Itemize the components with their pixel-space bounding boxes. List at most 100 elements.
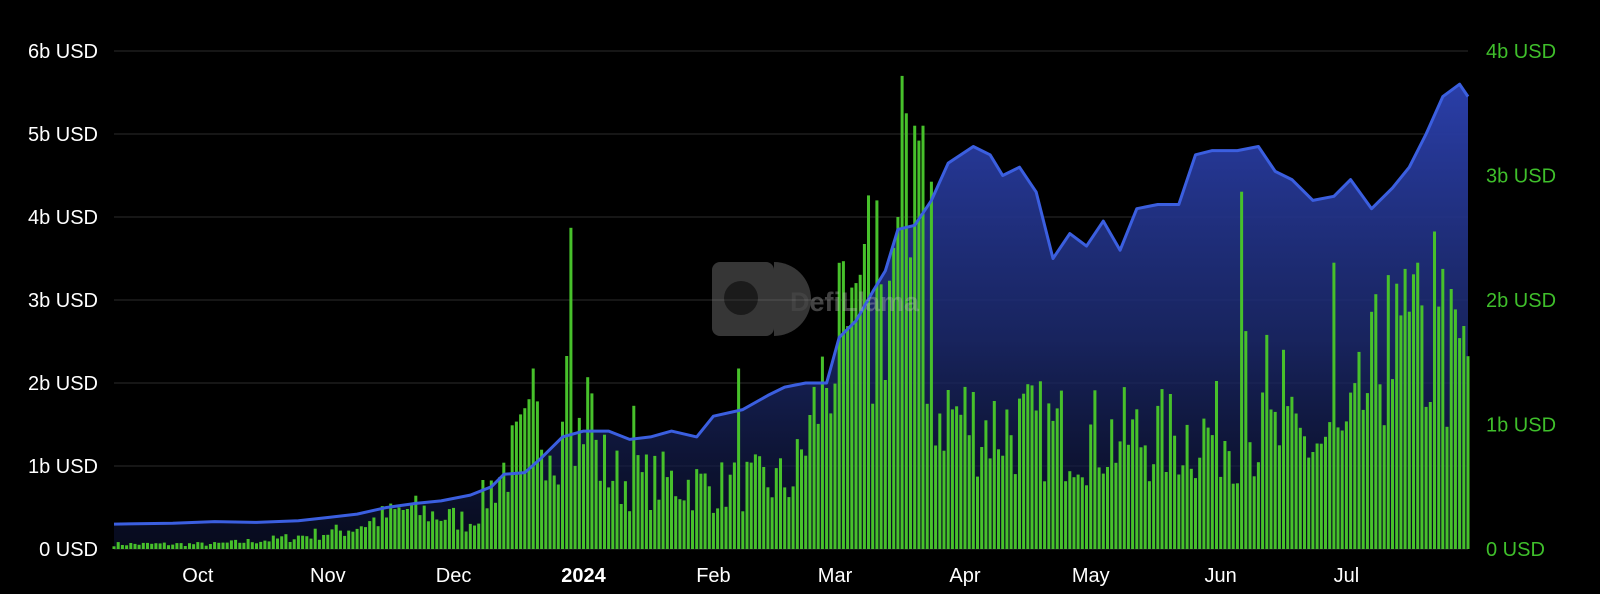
volume-bar [628,511,632,549]
volume-bar [1202,418,1206,549]
volume-bar [665,477,669,549]
volume-bar [385,517,389,549]
volume-bar [141,542,145,549]
volume-bar [1022,393,1026,549]
volume-bar [1215,381,1219,549]
axes: 0 USD 1b USD 2b USD 3b USD 4b USD 5b USD 6b US… [28,41,1556,587]
volume-bar [561,421,565,549]
volume-bar [1407,311,1411,549]
volume-bar [1005,409,1009,549]
volume-bar [1093,390,1097,549]
volume-bar [1462,326,1466,549]
volume-bar [732,462,736,549]
left-axis-tick-label: 1b USD [28,456,98,478]
volume-bar [410,503,414,549]
volume-bar [598,480,602,549]
volume-bar [569,227,573,550]
volume-bar [741,511,745,549]
volume-bar [674,496,678,549]
volume-bar [938,413,942,549]
volume-bar [1420,305,1424,549]
volume-bar [1256,462,1260,549]
volume-bar [1189,468,1193,549]
volume-bar [535,401,539,549]
volume-bar [1386,275,1390,549]
x-axis-tick-label: Nov [310,565,346,587]
volume-bar [519,414,523,549]
volume-bar [556,484,560,549]
volume-bar [1013,474,1017,549]
volume-bar [393,509,397,549]
volume-bar [1265,334,1269,549]
volume-bar [1173,435,1177,549]
volume-bar [494,502,498,549]
volume-bar [657,499,661,549]
volume-bar [167,545,171,549]
volume-bar [112,546,116,549]
volume-bar [913,125,917,549]
volume-bar [812,386,816,549]
volume-bar [443,519,447,549]
volume-bar [1152,464,1156,549]
volume-bar [1106,467,1110,549]
tvl-area [114,84,1468,549]
volume-bar [510,425,514,549]
volume-bar [720,462,724,549]
volume-bar [1064,481,1068,549]
volume-bar [296,535,300,549]
volume-bar [401,510,405,549]
volume-bar [1336,427,1340,549]
volume-bar [330,529,334,549]
volume-bar [1126,444,1130,549]
volume-bar [146,542,150,549]
volume-bar [615,450,619,549]
volume-bar [250,542,254,549]
volume-bar [380,506,384,549]
volume-bar [703,473,707,549]
volume-bar [1303,436,1307,549]
volume-bar [405,509,409,549]
volume-bar [1001,455,1005,549]
volume-bar [1030,385,1034,549]
volume-bar [1349,392,1353,549]
volume-bar [116,542,120,549]
volume-bar [238,542,242,549]
volume-bar [1416,262,1420,549]
volume-bar [523,408,527,549]
right-axis-tick-label: 4b USD [1486,41,1556,63]
volume-bar [1206,427,1210,549]
x-axis-tick-label: Jun [1205,565,1237,587]
right-axis-tick-label: 3b USD [1486,166,1556,188]
x-axis-tick-label: Dec [436,565,472,587]
volume-bar [301,535,305,549]
volume-bar [1344,421,1348,549]
volume-bar [686,479,690,549]
volume-bar [707,486,711,549]
volume-bar [313,528,317,549]
volume-bar [829,413,833,549]
volume-bar [959,414,963,549]
volume-bar [326,534,330,549]
volume-bar [649,510,653,549]
volume-bar [464,531,468,549]
x-axis-tick-label: May [1072,565,1110,587]
volume-bar [653,455,657,549]
volume-bar [267,541,271,549]
volume-bar [418,515,422,549]
volume-bar [1353,383,1357,549]
volume-bar [192,544,196,549]
volume-bar [1294,413,1298,549]
volume-bar [1009,435,1013,549]
volume-bar [1038,381,1042,549]
volume-bar [779,458,783,549]
volume-bar [582,444,586,549]
volume-bar [1240,191,1244,549]
volume-bar [1307,457,1311,549]
volume-bar [976,476,980,549]
volume-bar [904,113,908,550]
x-axis-tick-label: Jul [1334,565,1360,587]
left-axis-tick-label: 2b USD [28,373,98,395]
volume-bar [1248,442,1252,549]
x-axis-tick-label: Feb [696,565,730,587]
volume-bar [854,283,858,549]
